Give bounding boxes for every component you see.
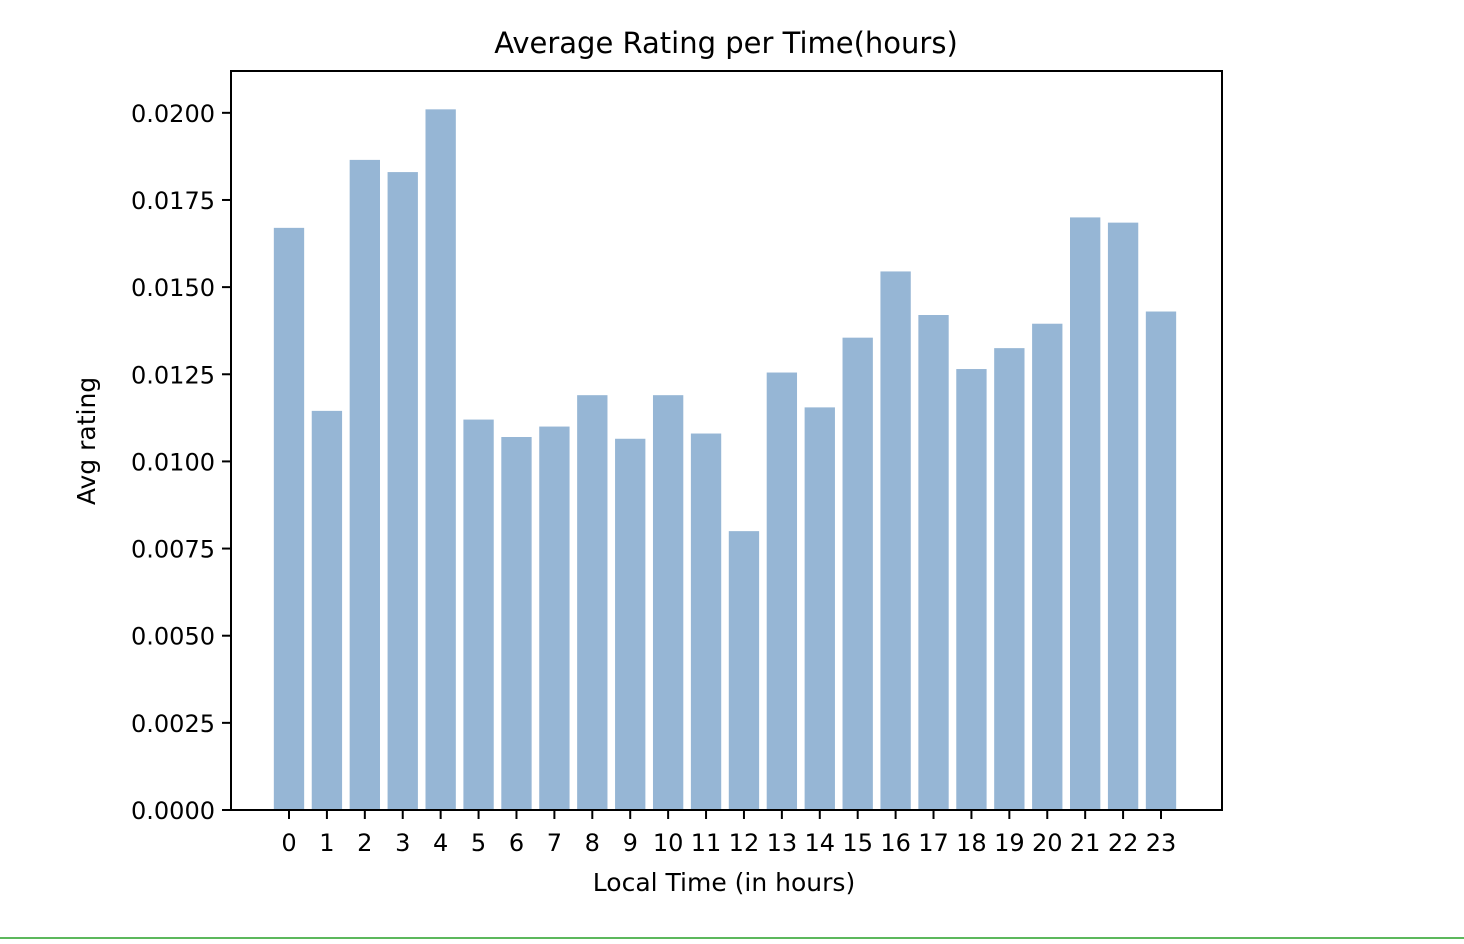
x-tick-label: 0	[281, 829, 296, 857]
y-axis-ticks: 0.0000 0.0025 0.0050 0.0075 0.0100 0.0125 0.01…	[131, 100, 231, 825]
x-tick-label: 17	[918, 829, 949, 857]
y-tick-label: 0.0100	[131, 448, 215, 476]
x-tick-label: 13	[767, 829, 798, 857]
x-axis-ticks: 0 1 2 3 4 5 6 7 8 9 10 11 12 13 14 15 16 17 18 19 20 21 22 23	[281, 810, 1176, 857]
bar-4	[425, 109, 456, 811]
x-axis-label: Local Time (in hours)	[593, 868, 855, 897]
bar-16	[880, 271, 911, 810]
bottom-divider	[0, 937, 1464, 939]
y-tick-label: 0.0175	[131, 187, 215, 215]
x-tick-label: 4	[433, 829, 448, 857]
bars-group	[273, 109, 1177, 811]
bar-18	[956, 369, 987, 810]
bar-21	[1070, 217, 1101, 810]
y-tick-label: 0.0125	[131, 361, 215, 389]
plot-frame	[230, 70, 1223, 811]
bar-0	[273, 227, 305, 811]
bar-8	[577, 395, 608, 810]
bar-1	[311, 410, 343, 810]
y-tick-label: 0.0200	[131, 100, 215, 128]
bar-17	[918, 315, 949, 810]
bar-13	[766, 372, 798, 810]
bar-15	[842, 337, 873, 810]
x-tick-label: 22	[1108, 829, 1139, 857]
x-tick-label: 8	[585, 829, 600, 857]
bar-11	[690, 433, 722, 810]
x-tick-label: 2	[357, 829, 372, 857]
bar-14	[804, 407, 835, 810]
x-tick-label: 9	[623, 829, 638, 857]
y-tick-label: 0.0150	[131, 274, 215, 302]
y-tick-label: 0.0025	[131, 710, 215, 738]
x-tick-label: 21	[1070, 829, 1101, 857]
bar-6	[501, 437, 532, 810]
x-tick-label: 16	[880, 829, 911, 857]
bar-2	[349, 159, 380, 810]
x-tick-label: 12	[729, 829, 760, 857]
bar-20	[1032, 323, 1063, 810]
y-tick-label: 0.0050	[131, 623, 215, 651]
x-tick-label: 19	[994, 829, 1025, 857]
x-tick-label: 20	[1032, 829, 1063, 857]
x-tick-label: 14	[805, 829, 836, 857]
x-tick-label: 23	[1146, 829, 1177, 857]
x-tick-label: 5	[471, 829, 486, 857]
bar-3	[387, 172, 418, 811]
x-tick-label: 7	[547, 829, 562, 857]
x-tick-label: 11	[691, 829, 722, 857]
bar-22	[1107, 222, 1139, 810]
bar-9	[615, 438, 646, 810]
x-tick-label: 10	[653, 829, 684, 857]
x-tick-label: 6	[509, 829, 524, 857]
y-axis-label: Avg rating	[72, 377, 101, 505]
bar-23	[1145, 311, 1177, 810]
x-tick-label: 15	[842, 829, 873, 857]
x-tick-label: 18	[956, 829, 987, 857]
y-tick-label: 0.0075	[131, 536, 215, 564]
bar-19	[994, 348, 1025, 811]
x-tick-label: 3	[395, 829, 410, 857]
bar-10	[652, 395, 684, 810]
x-tick-label: 1	[319, 829, 334, 857]
y-tick-label: 0.0000	[131, 797, 215, 825]
chart-title: Average Rating per Time(hours)	[494, 26, 958, 60]
bar-12	[728, 531, 760, 810]
bar-5	[463, 419, 494, 810]
bar-7	[539, 426, 570, 810]
